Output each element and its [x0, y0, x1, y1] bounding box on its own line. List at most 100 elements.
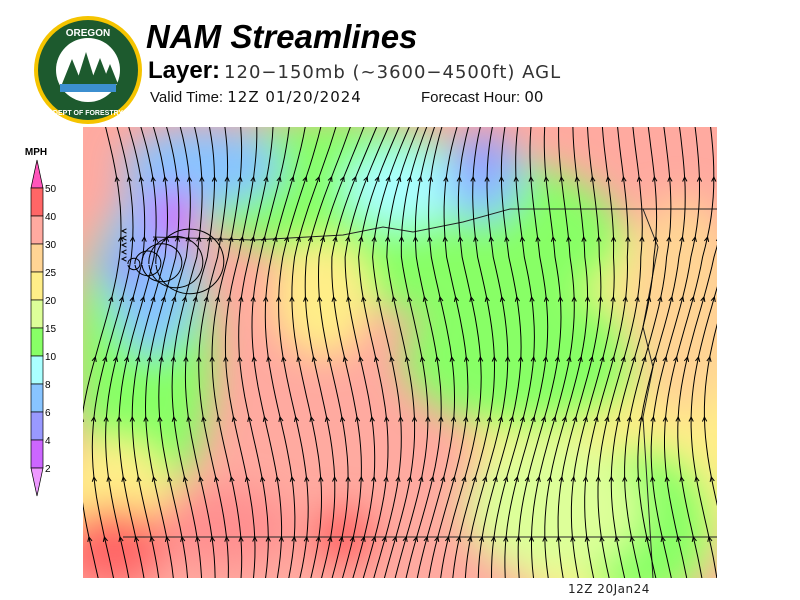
streamline-arrow — [519, 235, 526, 242]
streamline-arrow — [192, 295, 198, 302]
streamline-arrow — [577, 355, 583, 362]
legend-under-arrow — [30, 467, 44, 497]
streamline-arrow — [238, 295, 244, 302]
streamline-arrow — [91, 475, 98, 482]
streamline-arrow — [371, 475, 377, 482]
streamline-arrow — [223, 355, 229, 362]
streamline-arrow — [667, 175, 673, 182]
streamline-arrow — [141, 235, 147, 242]
streamline-arrow — [450, 415, 457, 422]
streamline-arrow — [229, 475, 235, 482]
oregon-department-of-forestry-logo: OREGON DEPT OF FORESTRY — [34, 16, 142, 124]
streamline-arrow — [167, 475, 173, 482]
streamline-arrow — [463, 355, 470, 362]
streamline-arrow — [434, 355, 441, 362]
streamline-arrow — [639, 235, 645, 242]
streamline-arrow — [327, 355, 333, 362]
streamline-arrow — [518, 355, 524, 362]
streamline-arrow — [126, 175, 132, 182]
streamline-arrow — [140, 295, 146, 303]
streamline-arrow — [120, 256, 127, 262]
streamline-arrow — [307, 235, 313, 242]
streamline-arrow — [475, 415, 481, 422]
streamline-arrow — [361, 295, 367, 302]
streamline-arrow — [581, 235, 587, 242]
streamline-arrow — [482, 475, 488, 483]
streamline-arrow — [645, 535, 651, 542]
streamline-arrow — [342, 355, 348, 362]
streamline-arrow — [657, 295, 663, 302]
streamline-arrow — [103, 415, 109, 422]
streamline-arrow — [244, 475, 250, 482]
streamline-arrow — [250, 295, 256, 302]
legend-swatch — [30, 243, 44, 273]
streamline — [91, 127, 134, 578]
streamline-arrow — [625, 235, 631, 242]
legend-over-arrow — [30, 159, 44, 189]
streamline-arrow — [263, 175, 269, 182]
streamline-arrow — [478, 535, 485, 542]
streamline-arrow — [530, 415, 536, 423]
streamline-arrow — [129, 415, 135, 422]
streamline-arrow — [407, 475, 413, 482]
streamline-arrow — [327, 175, 333, 183]
streamline-arrow — [332, 235, 338, 242]
streamline-arrow — [543, 295, 550, 302]
streamline-arrow — [572, 415, 578, 423]
streamline-arrow — [369, 415, 375, 422]
streamline-arrow — [136, 475, 142, 482]
streamline-arrow — [278, 415, 284, 422]
streamline-arrow — [542, 355, 549, 362]
vortex-streamline — [148, 235, 204, 289]
streamline-arrow — [418, 475, 424, 482]
streamline — [291, 127, 337, 578]
streamline-arrow — [675, 415, 681, 422]
streamline-arrow — [228, 235, 234, 242]
streamline-arrow — [196, 355, 202, 362]
streamline-arrow — [651, 355, 658, 363]
streamline-arrow — [570, 535, 576, 542]
streamline — [677, 244, 717, 578]
streamline — [158, 127, 191, 578]
streamline — [416, 127, 456, 578]
streamline-arrow — [664, 475, 670, 482]
streamline-arrow — [498, 175, 505, 182]
streamline-arrow — [121, 475, 127, 482]
streamline-arrow — [303, 535, 309, 542]
streamline — [504, 127, 549, 578]
streamline-arrow — [120, 228, 127, 234]
streamline-arrow — [622, 475, 628, 482]
streamline-arrow — [129, 235, 136, 242]
streamline-arrow — [293, 415, 300, 422]
streamline-arrow — [150, 295, 156, 303]
streamline-arrow — [650, 475, 656, 482]
streamline-arrow — [427, 235, 433, 242]
streamline-arrow — [384, 415, 390, 422]
legend-swatch — [30, 411, 44, 441]
streamline-arrow — [182, 475, 188, 482]
streamline-arrow — [374, 175, 380, 183]
streamline-arrow — [396, 175, 402, 183]
streamline-arrow — [201, 415, 207, 422]
streamline-arrow — [541, 415, 547, 423]
streamline-arrow — [349, 535, 355, 542]
streamline — [184, 127, 216, 578]
svg-text:OREGON: OREGON — [66, 28, 110, 39]
streamline — [131, 127, 169, 578]
streamline-arrow — [276, 175, 282, 182]
streamline-arrow — [102, 535, 108, 542]
valid-time-label: Valid Time: — [150, 89, 224, 106]
streamline-arrow — [635, 475, 642, 482]
streamline-arrow — [196, 235, 202, 242]
streamline-arrow — [389, 355, 395, 362]
streamline — [211, 127, 243, 578]
streamline-arrow — [371, 535, 377, 543]
streamline-arrow — [281, 355, 287, 362]
streamline-arrow — [209, 355, 215, 362]
streamline-arrow — [556, 535, 562, 542]
streamline-arrow — [87, 535, 93, 542]
streamline-arrow — [118, 535, 124, 542]
streamline-arrow — [695, 355, 701, 362]
valid-time: Valid Time: 12Z 01/20/2024 — [150, 88, 362, 106]
streamline-arrow — [442, 235, 448, 242]
